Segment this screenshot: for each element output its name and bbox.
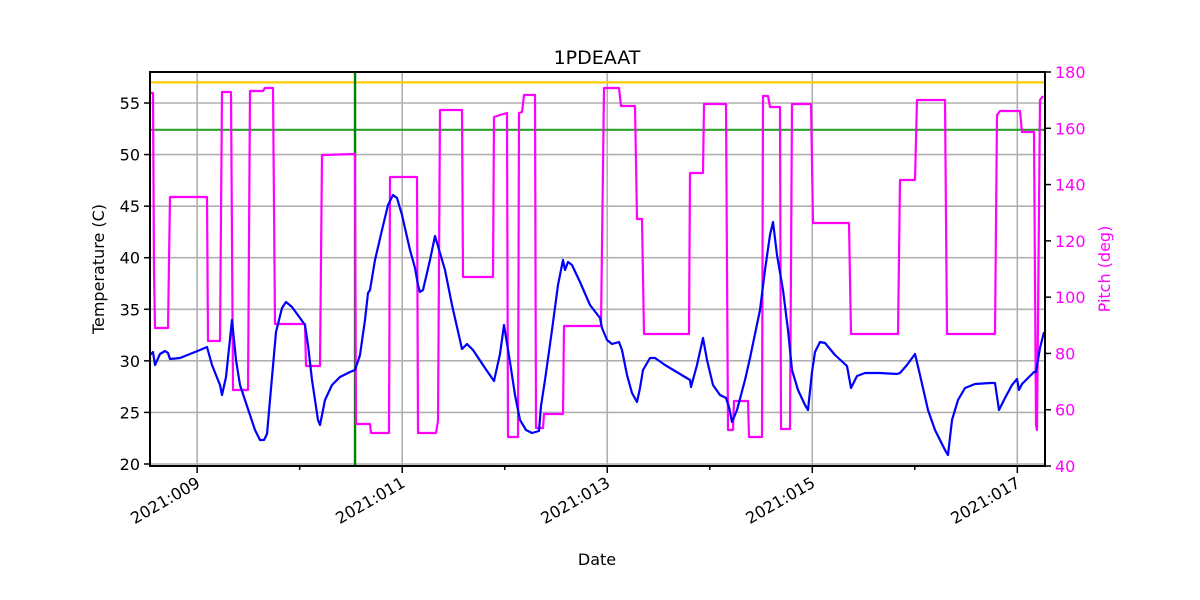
left-y-axis-title: Temperature (C)	[89, 204, 108, 335]
plot-frame	[149, 71, 1046, 467]
x-tick-label: 2021:015	[742, 473, 818, 528]
y-tick-label: 25	[120, 403, 140, 422]
reference-lines	[150, 72, 1045, 466]
right-y-tick-label: 180	[1055, 63, 1086, 82]
grid-lines	[150, 72, 1045, 466]
x-tick-label: 2021:011	[332, 473, 408, 528]
y-tick-label: 35	[120, 300, 140, 319]
x-tick-label: 2021:017	[947, 473, 1023, 528]
right-y-tick-label: 140	[1055, 176, 1086, 195]
y-tick-label: 45	[120, 197, 140, 216]
pitch-series-line	[150, 86, 1044, 439]
y-tick-label: 50	[120, 146, 140, 165]
x-axis-ticks: 2021:009 2021:011 2021:013 2021:015 2021:017	[127, 466, 1023, 528]
right-y-tick-label: 120	[1055, 232, 1086, 251]
right-y-tick-label: 80	[1055, 344, 1075, 363]
right-y-tick-label: 40	[1055, 457, 1075, 476]
y-tick-label: 55	[120, 94, 140, 113]
left-y-axis-ticks: 20 25 30 35 40 45 50 55	[120, 94, 150, 474]
y-tick-label: 40	[120, 249, 140, 268]
y-tick-label: 30	[120, 352, 140, 371]
x-axis-title: Date	[578, 550, 616, 569]
right-y-tick-label: 100	[1055, 288, 1086, 307]
right-y-tick-label: 160	[1055, 119, 1086, 138]
chart-title: 1PDEAAT	[554, 47, 641, 69]
right-y-axis-title: Pitch (deg)	[1095, 226, 1114, 313]
y-tick-label: 20	[120, 455, 140, 474]
temperature-series-line	[149, 193, 1046, 457]
right-y-axis-ticks: 40 60 80 100 120 140 160 180	[1045, 63, 1086, 476]
x-tick-label: 2021:009	[127, 473, 203, 528]
right-y-tick-label: 60	[1055, 401, 1075, 420]
x-tick-label: 2021:013	[537, 473, 613, 528]
